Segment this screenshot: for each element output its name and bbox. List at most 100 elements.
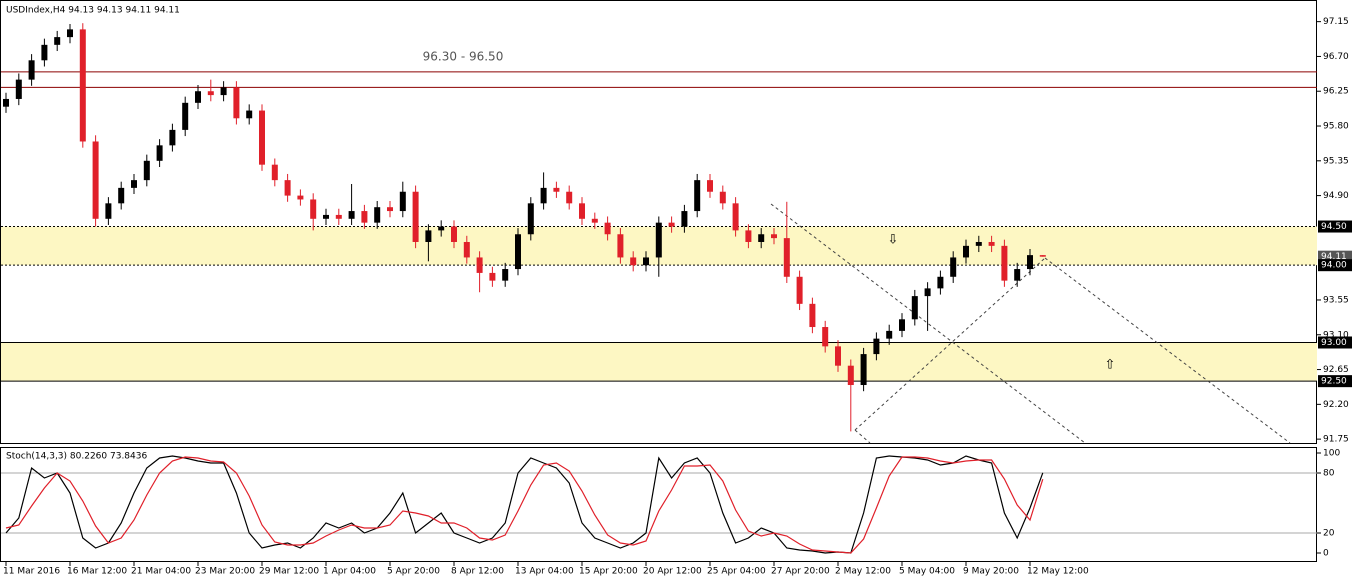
candle-body [271,164,278,181]
candle-body [1014,269,1021,281]
candle-body [553,187,560,192]
candle-body [668,222,675,227]
stoch-tick-label: 80 [1323,469,1335,479]
candle-body [886,330,893,339]
main-panel [0,0,1317,444]
candle-body [681,211,688,227]
candle-body [822,327,829,347]
y-tick-label: 93.55 [1323,295,1349,305]
y-tick-label: 91.75 [1323,435,1349,445]
candle-body [476,257,483,273]
candle-body [1001,245,1008,281]
chart-title: USDIndex,H4 94.13 94.13 94.11 94.11 [6,6,180,16]
candle-body [284,180,291,196]
annotation: 96.30 - 96.50 [423,50,504,64]
candle-body [873,338,880,355]
candle-body [54,37,61,45]
candle-body [860,354,867,386]
candle-body [348,211,355,219]
x-tick-label: 16 Mar 12:00 [67,567,127,577]
candle-body [796,276,803,304]
candle-body [809,303,816,328]
candle-body [630,257,637,266]
candle-body [105,203,112,219]
candle-body [131,180,137,188]
candle-body [15,79,22,99]
candle-body [604,222,611,235]
stoch-line [5,456,1044,554]
candle-body [67,29,73,38]
candle-body [169,129,176,146]
candle-body [412,191,419,242]
candle-body [438,226,445,231]
candle-body [361,211,368,223]
candle-body [425,230,432,242]
candle-body [233,87,240,119]
stoch-line [5,455,1044,554]
level-label: 92.50 [1321,377,1347,387]
level-box [1318,259,1352,272]
candle-body [694,180,701,212]
candle-body [463,241,470,258]
x-tick-label: 9 May 20:00 [963,567,1019,577]
level-box [1318,250,1352,263]
stoch-panel [0,447,1317,562]
candle-body [451,226,457,242]
stoch-tick-label: 100 [1323,449,1340,459]
candle-body [758,234,765,242]
level-box [1318,336,1352,349]
y-tick-label: 97.15 [1323,17,1349,27]
x-tick-label: 29 Mar 12:00 [259,567,319,577]
candle-body [707,180,713,192]
candle-body [387,207,393,212]
x-tick-label: 20 Apr 12:00 [643,567,702,577]
candle-body [92,141,99,219]
arrow-down: ⇩ [888,233,899,248]
level-box [1318,220,1352,233]
candle-body [79,29,86,142]
candle-body [143,160,150,181]
x-tick-label: 25 Apr 04:00 [707,567,766,577]
candle-body [617,234,624,258]
level-label: 94.00 [1321,261,1347,271]
y-tick-label: 95.80 [1323,122,1349,132]
candle-body [374,207,381,223]
candle-body [28,60,35,80]
x-tick-label: 8 Apr 12:00 [451,567,504,577]
x-tick-label: 11 Mar 2016 [3,567,60,577]
candle-body [963,245,969,258]
candle-body [1027,255,1033,270]
stoch-tick-label: 0 [1323,549,1329,559]
level-label: 93.00 [1321,338,1347,348]
candle-body [259,110,265,165]
candle-body [156,145,163,161]
candle-body [975,241,982,246]
x-tick-label: 27 Apr 20:00 [771,567,830,577]
candle-body [579,203,585,219]
candle-body [655,222,662,258]
y-tick-label: 96.70 [1323,52,1349,62]
stoch-title: Stoch(14,3,3) 80.2260 73.8436 [6,452,147,462]
candle-body [118,187,125,204]
x-tick-label: 5 Apr 20:00 [387,567,440,577]
candle-body [297,195,304,200]
x-tick-label: 5 May 04:00 [899,567,955,577]
candle-body [950,257,957,277]
stoch-tick-label: 20 [1323,529,1335,539]
y-tick-label: 92.65 [1323,365,1349,375]
level-box [1318,375,1352,388]
x-tick-label: 2 May 12:00 [835,567,891,577]
candle-body [1039,255,1046,257]
candle-body [924,288,931,297]
candle-body [220,87,227,96]
x-tick-label: 1 Apr 04:00 [323,567,376,577]
candle-body [246,110,253,119]
candle-body [540,187,547,204]
candle-body [515,234,521,270]
y-tick-label: 94.90 [1323,191,1349,201]
candle-body [502,269,509,281]
candle-body [719,191,726,204]
candle-body [323,214,329,219]
trend-line [854,257,1046,431]
